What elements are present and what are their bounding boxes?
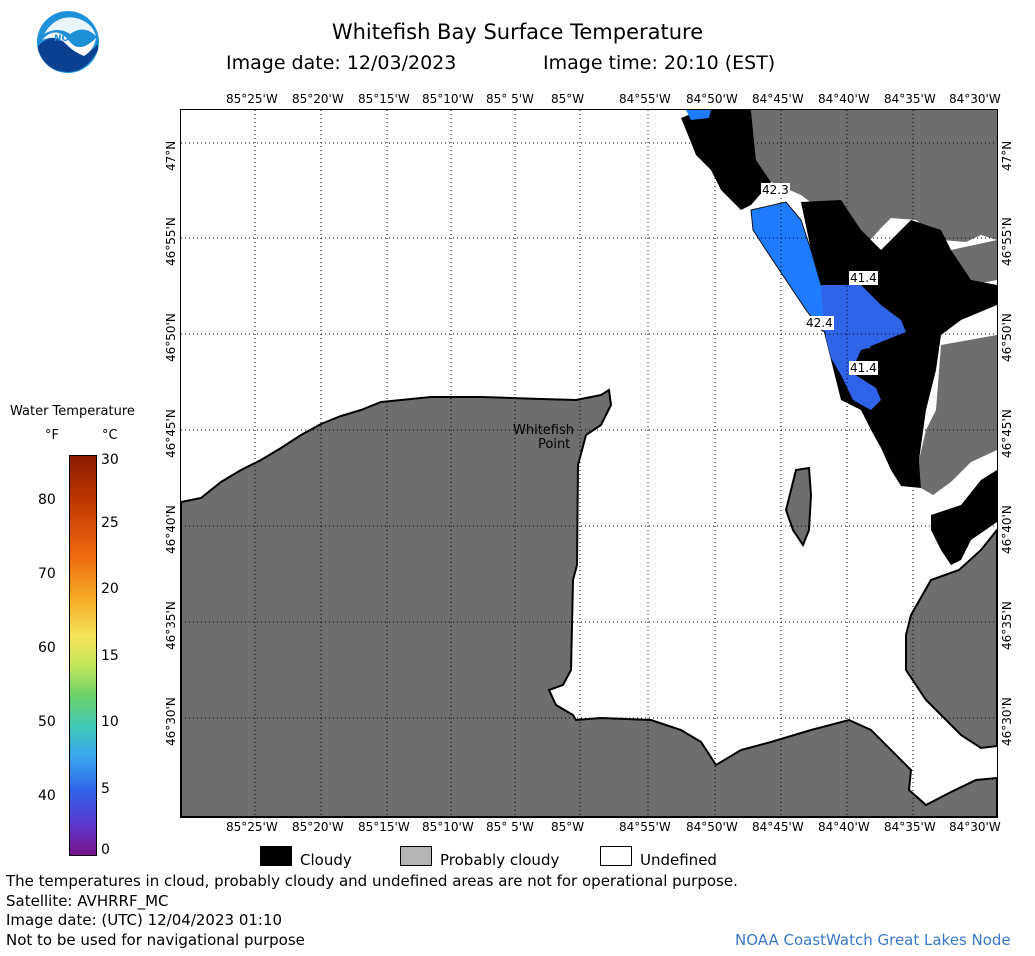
temp-patch-east bbox=[821, 285, 906, 410]
lon-label-top-3: 85°10'W bbox=[422, 92, 474, 106]
lon-label-bottom-10: 84°35'W bbox=[884, 820, 936, 834]
temp-label-1: 42.3 bbox=[761, 183, 790, 197]
lat-label-left-0: 47°N bbox=[164, 140, 178, 171]
land-canada-southeast bbox=[905, 528, 997, 750]
lon-label-top-8: 84°45'W bbox=[752, 92, 804, 106]
lat-label-left-4: 46°40'N bbox=[164, 505, 178, 554]
lon-label-bottom-3: 85°10'W bbox=[422, 820, 474, 834]
footer-note-utc-date: Image date: (UTC) 12/04/2023 01:10 bbox=[6, 911, 283, 929]
lon-label-bottom-9: 84°40'W bbox=[818, 820, 870, 834]
lon-label-top-1: 85°20'W bbox=[292, 92, 344, 106]
land-upper-peninsula bbox=[181, 388, 997, 817]
noaa-logo: NOAA bbox=[36, 10, 100, 74]
colorbar-unit-f: °F bbox=[45, 428, 59, 443]
lon-label-top-2: 85°15'W bbox=[358, 92, 410, 106]
logo-text: NOAA bbox=[54, 34, 83, 44]
cbar-c-5: 5 bbox=[101, 781, 110, 797]
lat-label-right-6: 46°30'N bbox=[1000, 697, 1014, 746]
lon-label-bottom-1: 85°20'W bbox=[292, 820, 344, 834]
colorbar-title: Water Temperature bbox=[10, 404, 135, 419]
lon-label-bottom-11: 84°30'W bbox=[949, 820, 1001, 834]
cbar-c-25: 25 bbox=[101, 515, 119, 531]
lon-label-bottom-7: 84°50'W bbox=[686, 820, 738, 834]
footer-note-operational: The temperatures in cloud, probably clou… bbox=[6, 872, 738, 890]
lat-label-right-0: 47°N bbox=[1000, 140, 1014, 171]
temp-label-4: 41.4 bbox=[849, 361, 878, 375]
lon-label-top-11: 84°30'W bbox=[949, 92, 1001, 106]
temp-patch-north bbox=[686, 110, 711, 120]
colorbar-unit-c: °C bbox=[102, 428, 118, 443]
legend-swatch-probably-cloudy bbox=[400, 846, 432, 866]
lat-label-left-2: 46°50'N bbox=[164, 313, 178, 362]
lat-label-left-1: 46°55'N bbox=[164, 217, 178, 266]
temp-label-2: 41.4 bbox=[849, 271, 878, 285]
cbar-c-0: 0 bbox=[101, 842, 110, 858]
lat-label-left-6: 46°30'N bbox=[164, 697, 178, 746]
lon-label-top-5: 85°W bbox=[551, 92, 585, 106]
footer-note-navigation: Not to be used for navigational purpose bbox=[6, 931, 305, 949]
lon-label-bottom-2: 85°15'W bbox=[358, 820, 410, 834]
legend-swatch-undefined bbox=[600, 846, 632, 866]
image-time: Image time: 20:10 (EST) bbox=[543, 52, 776, 74]
place-label-point: Point bbox=[538, 437, 571, 452]
lat-label-right-2: 46°50'N bbox=[1000, 313, 1014, 362]
lat-label-left-5: 46°35'N bbox=[164, 601, 178, 650]
image-date: Image date: 12/03/2023 bbox=[226, 52, 457, 74]
cbar-f-50: 50 bbox=[38, 714, 56, 730]
lon-label-top-4: 85° 5'W bbox=[486, 92, 534, 106]
temp-label-3: 42.4 bbox=[805, 316, 834, 330]
colorbar bbox=[69, 455, 97, 856]
lat-label-left-3: 46°45'N bbox=[164, 409, 178, 458]
graticule bbox=[181, 110, 997, 817]
cbar-f-70: 70 bbox=[38, 566, 56, 582]
map-svg bbox=[181, 110, 997, 817]
footer-note-satellite: Satellite: AVHRRF_MC bbox=[6, 892, 169, 910]
lon-label-bottom-6: 84°55'W bbox=[619, 820, 671, 834]
lat-label-right-1: 46°55'N bbox=[1000, 217, 1014, 266]
lat-label-right-5: 46°35'N bbox=[1000, 601, 1014, 650]
lon-label-bottom-8: 84°45'W bbox=[752, 820, 804, 834]
lon-label-top-6: 84°55'W bbox=[619, 92, 671, 106]
land-canada-east bbox=[919, 335, 997, 495]
lon-label-top-7: 84°50'W bbox=[686, 92, 738, 106]
map-frame: 42.3 41.4 42.4 41.4 Whitefish Point bbox=[180, 109, 998, 818]
cbar-c-10: 10 bbox=[101, 714, 119, 730]
island bbox=[784, 466, 813, 548]
cloud-north bbox=[681, 110, 771, 210]
cbar-c-30: 30 bbox=[101, 452, 119, 468]
cbar-f-60: 60 bbox=[38, 640, 56, 656]
land-canada-north bbox=[751, 110, 997, 250]
cbar-f-80: 80 bbox=[38, 492, 56, 508]
legend-label-probably-cloudy: Probably cloudy bbox=[440, 851, 560, 869]
lat-label-right-4: 46°40'N bbox=[1000, 505, 1014, 554]
place-label-whitefish: Whitefish bbox=[513, 423, 575, 438]
page-title: Whitefish Bay Surface Temperature bbox=[331, 20, 704, 44]
lon-label-bottom-4: 85° 5'W bbox=[486, 820, 534, 834]
lon-label-top-10: 84°35'W bbox=[884, 92, 936, 106]
footer-credit: NOAA CoastWatch Great Lakes Node bbox=[735, 931, 1011, 949]
lon-label-top-0: 85°25'W bbox=[226, 92, 278, 106]
lon-label-bottom-5: 85°W bbox=[551, 820, 585, 834]
legend-swatch-cloudy bbox=[260, 846, 292, 866]
lon-label-top-9: 84°40'W bbox=[818, 92, 870, 106]
legend-label-undefined: Undefined bbox=[640, 851, 717, 869]
cloud-east bbox=[931, 470, 997, 565]
cbar-c-15: 15 bbox=[101, 648, 119, 664]
cbar-c-20: 20 bbox=[101, 581, 119, 597]
lon-label-bottom-0: 85°25'W bbox=[226, 820, 278, 834]
cbar-f-40: 40 bbox=[38, 788, 56, 804]
lat-label-right-3: 46°45'N bbox=[1000, 409, 1014, 458]
legend-label-cloudy: Cloudy bbox=[300, 851, 352, 869]
